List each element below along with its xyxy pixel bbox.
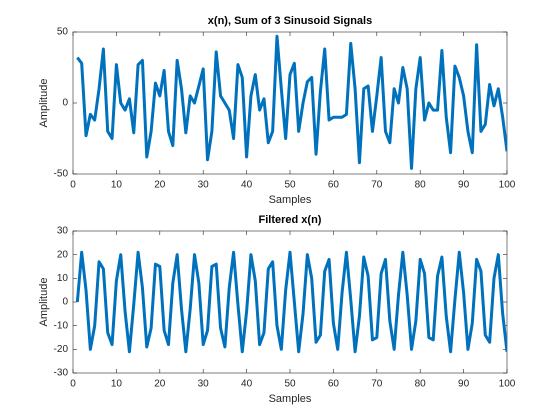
y-tick-label: -20 xyxy=(54,344,69,355)
y-tick-label: 0 xyxy=(62,297,68,308)
x-tick-label: 40 xyxy=(241,379,253,390)
x-tick-label: 50 xyxy=(284,379,296,390)
x-tick-label: 30 xyxy=(198,180,210,191)
x-tick-label: 50 xyxy=(284,180,296,191)
x-tick-label: 40 xyxy=(241,180,253,191)
x-tick-label: 30 xyxy=(198,379,210,390)
y-tick-label: -30 xyxy=(54,368,69,379)
x-tick-label: 10 xyxy=(111,180,123,191)
signal-line xyxy=(75,250,507,354)
chart-title: Filtered x(n) xyxy=(259,214,322,226)
y-tick-label: 50 xyxy=(57,27,69,38)
y-tick-label: -50 xyxy=(54,169,69,180)
x-tick-label: 90 xyxy=(458,379,470,390)
y-axis-label: Amplitude xyxy=(38,79,50,128)
x-tick-label: 0 xyxy=(70,379,76,390)
x-tick-label: 20 xyxy=(154,180,166,191)
signal-line xyxy=(76,34,507,170)
x-tick-label: 80 xyxy=(415,379,427,390)
y-tick-label: 30 xyxy=(57,226,69,237)
y-tick-label: 0 xyxy=(62,98,68,109)
x-tick-label: 20 xyxy=(154,379,166,390)
x-tick-label: 80 xyxy=(415,180,427,191)
plot-area xyxy=(75,250,507,354)
x-axis-label: Samples xyxy=(269,393,312,405)
y-tick-label: 10 xyxy=(57,273,69,284)
chart-title: x(n), Sum of 3 Sinusoid Signals xyxy=(208,15,372,27)
x-tick-label: 70 xyxy=(371,180,383,191)
x-tick-label: 90 xyxy=(458,180,470,191)
x-axis-label: Samples xyxy=(269,194,312,206)
y-tick-label: -10 xyxy=(54,320,69,331)
x-tick-label: 10 xyxy=(111,379,123,390)
x-tick-label: 70 xyxy=(371,379,383,390)
x-tick-label: 0 xyxy=(70,180,76,191)
x-tick-label: 60 xyxy=(328,180,340,191)
x-tick-label: 100 xyxy=(499,180,516,191)
plot-area xyxy=(76,34,507,170)
y-tick-label: 20 xyxy=(57,249,69,260)
y-axis-label: Amplitude xyxy=(38,278,50,327)
x-tick-label: 60 xyxy=(328,379,340,390)
x-tick-label: 100 xyxy=(499,379,516,390)
